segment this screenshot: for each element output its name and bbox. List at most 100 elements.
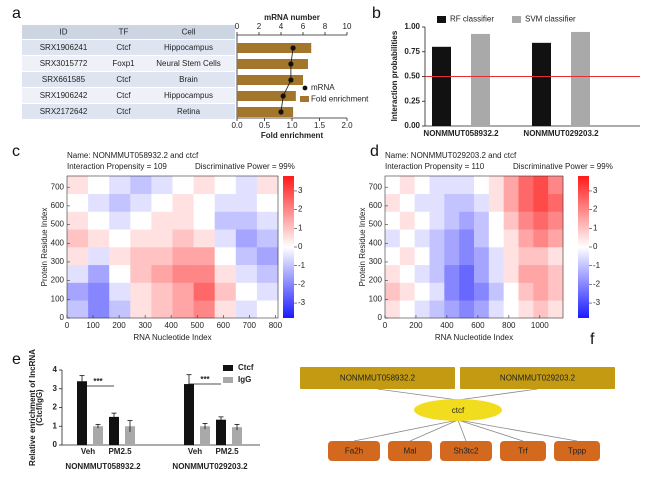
heatmap-cell [193,193,215,212]
heatmap-cell [109,247,131,266]
x-tick-label: 400 [440,321,454,330]
y-tick-label: 200 [51,276,65,285]
heatmap-cell [488,300,504,319]
heatmap-cell [459,176,475,195]
heatmap-cell [444,300,460,319]
target-node [500,441,546,461]
heatmap-cell [474,300,490,319]
heatmap-cell [235,264,258,283]
heatmap-cell [459,247,475,266]
y-tick-label: 0.25 [404,96,420,105]
table-cell: Ctcf [116,43,131,52]
panel-label: a [12,5,21,22]
heatmap-cell [256,264,279,283]
table-row [22,40,235,55]
x2-tick-label: 4 [279,22,284,31]
source-label: NONMMUT029203.2 [500,374,576,383]
heatmap-cell [256,300,279,319]
table-cell: Ctcf [116,75,131,84]
heatmap-cell [548,193,564,212]
x-tick-label: NONMMUT029203.2 [523,129,599,138]
bar [471,33,490,126]
y-tick-label: 100 [369,294,383,303]
x-tick-label: 200 [112,321,126,330]
connector [457,419,524,442]
heatmap-cell [459,211,475,230]
heatmap-cell [548,229,564,248]
connector [457,419,467,442]
heatmap-cell [385,264,401,283]
colorbar-tick-label: 1 [298,223,303,232]
panel-label: e [12,351,21,368]
heatmap-cell [474,282,490,301]
y-tick-label: 0 [60,313,65,322]
heatmap-cell [414,211,430,230]
target-label: Fa2h [345,447,363,456]
table-cell: SRX2172642 [40,107,88,116]
colorbar-tick-label: -3 [298,298,306,307]
heatmap-cell [193,264,215,283]
heatmap-cell [67,176,89,195]
legend-marker [300,96,309,102]
panel-label: d [370,143,379,160]
legend-marker [223,377,233,383]
heatmap-cell [533,282,549,301]
heatmap-cell [109,193,131,212]
heatmap-cell [67,193,89,212]
heatmap-cell [548,264,564,283]
heatmap-cell [88,211,110,230]
heatmap-cell [172,282,194,301]
x-tick-label: 1.0 [286,121,298,130]
heatmap-cell [399,247,415,266]
heatmap-cell [256,211,279,230]
x-tick-label: 400 [165,321,179,330]
y-axis-label: Protein Residue Index [40,208,49,287]
table-cell: SRX1906241 [40,43,88,52]
heatmap-cell [109,229,131,248]
table-row [22,72,235,87]
x2-tick-label: 2 [257,22,262,31]
y-tick-label: 500 [369,220,383,229]
heatmap-cell [214,247,237,266]
bar [216,419,226,445]
colorbar-tick-label: -2 [298,279,306,288]
x-tick-label: 100 [86,321,100,330]
heatmap-cell [474,247,490,266]
heatmap-cell [109,264,131,283]
y-tick-label: 0 [378,313,383,322]
heatmap-cell [151,211,173,230]
heatmap-cell [172,211,194,230]
heatmap-cell [385,300,401,319]
x-tick-label: 500 [191,321,205,330]
heatmap-cell [518,211,534,230]
heatmap-cell [67,229,89,248]
panel-label: b [372,5,381,22]
legend-label: mRNA [311,83,335,92]
table-header-cell: ID [60,28,68,37]
table-row [22,104,235,119]
colorbar-tick-label: -2 [593,279,601,288]
heatmap-cell [488,282,504,301]
heatmap-cell [235,300,258,319]
table-cell: Ctcf [116,107,131,116]
heatmap-cell [444,211,460,230]
panel-label: f [590,331,595,348]
heatmap-cell [109,176,131,195]
heatmap-cell [151,193,173,212]
heatmap-cell [88,193,110,212]
table-cell: Hippocampus [164,91,213,100]
heatmap-cell [67,211,89,230]
dot [278,109,284,115]
heatmap-cell [518,176,534,195]
colorbar-tick-label: 0 [298,242,303,251]
heatmap-cell [414,300,430,319]
annotation: Discriminative Power = 99% [195,162,295,171]
y-axis-label: Interaction probabilities [390,30,399,121]
bar [237,59,308,69]
bar [109,416,119,445]
heatmap-cell [548,247,564,266]
connector [457,419,578,442]
source-label: NONMMUT058932.2 [340,374,416,383]
bar [93,426,103,445]
heatmap-cell [548,176,564,195]
